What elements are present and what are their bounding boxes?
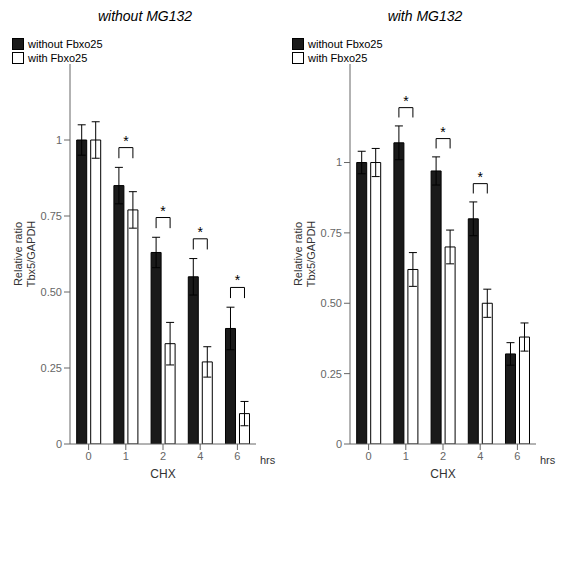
- svg-text:0.75: 0.75: [41, 210, 62, 222]
- html-text:with MG132: with MG132: [387, 8, 463, 24]
- svg-text:0.50: 0.50: [321, 297, 342, 309]
- svg-text:1: 1: [403, 450, 409, 462]
- html-text:with Fbxo25: with Fbxo25: [28, 52, 88, 64]
- svg-text:CHX: CHX: [430, 467, 455, 481]
- html-text:with Fbxo25: with Fbxo25: [308, 52, 368, 64]
- svg-text:0: 0: [56, 438, 62, 450]
- svg-text:6: 6: [514, 450, 520, 462]
- svg-text:2: 2: [440, 450, 446, 462]
- svg-text:Relative ratioTbx5/GAPDH: Relative ratioTbx5/GAPDH: [12, 221, 37, 288]
- svg-text:Relative ratioTbx5/GAPDH: Relative ratioTbx5/GAPDH: [292, 221, 317, 288]
- svg-text:1: 1: [123, 450, 129, 462]
- svg-text:*: *: [160, 203, 166, 219]
- svg-text:0.75: 0.75: [321, 227, 342, 239]
- svg-text:0.25: 0.25: [321, 368, 342, 380]
- svg-text:*: *: [198, 224, 204, 240]
- svg-text:4: 4: [477, 450, 483, 462]
- svg-text:2: 2: [160, 450, 166, 462]
- svg-text:0.50: 0.50: [41, 286, 62, 298]
- svg-text:*: *: [403, 93, 409, 109]
- svg-text:CHX: CHX: [150, 467, 175, 481]
- svg-text:*: *: [235, 272, 241, 288]
- svg-text:6: 6: [234, 450, 240, 462]
- svg-text:0: 0: [86, 450, 92, 462]
- svg-text:1: 1: [56, 134, 62, 146]
- html-text:without MG132: without MG132: [97, 8, 193, 24]
- svg-text:0.25: 0.25: [41, 362, 62, 374]
- html-text:without Fbxo25: without Fbxo25: [308, 38, 383, 50]
- svg-text:0: 0: [366, 450, 372, 462]
- svg-text:hrs: hrs: [540, 454, 556, 466]
- html-text:without Fbxo25: without Fbxo25: [28, 38, 103, 50]
- svg-text:*: *: [440, 124, 446, 140]
- svg-text:hrs: hrs: [260, 454, 276, 466]
- svg-text:*: *: [123, 133, 129, 149]
- svg-text:0: 0: [336, 438, 342, 450]
- svg-text:4: 4: [197, 450, 203, 462]
- svg-text:1: 1: [336, 156, 342, 168]
- svg-text:*: *: [478, 169, 484, 185]
